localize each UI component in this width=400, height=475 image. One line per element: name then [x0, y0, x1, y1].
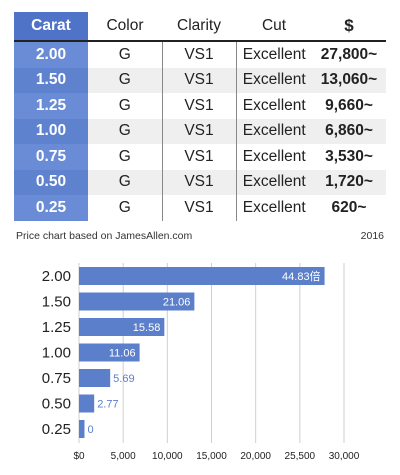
header-price: $: [312, 12, 386, 42]
year-note: 2016: [360, 230, 384, 242]
data-label: 15.58: [133, 322, 161, 334]
cell-clarity: VS1: [161, 41, 237, 68]
data-label: 44.83倍: [282, 269, 321, 283]
y-tick-label: 1.25: [42, 319, 71, 336]
bar: [79, 292, 195, 311]
data-label: 2.77: [97, 399, 118, 411]
chart-data-labels: 44.83倍 21.06 15.58 11.06 5.69 2.77 0: [87, 269, 320, 436]
cell-carat: 2.00: [14, 41, 88, 68]
data-label: 11.06: [109, 348, 136, 360]
cell-color: G: [88, 169, 162, 195]
y-tick-label: 0.25: [42, 421, 71, 438]
table-row: 0.50 G VS1 Excellent 1,720~: [14, 169, 386, 195]
y-tick-label: 1.50: [42, 294, 71, 311]
cell-color: G: [88, 67, 162, 93]
cell-carat: 0.25: [14, 195, 88, 221]
cell-cut: Excellent: [236, 67, 312, 93]
table-row: 2.00 G VS1 Excellent 27,800~: [14, 41, 386, 68]
table-row: 1.25 G VS1 Excellent 9,660~: [14, 93, 386, 119]
x-tick-label: 20,000: [240, 451, 271, 462]
x-tick-label: 30,000: [329, 451, 360, 462]
cell-price: 3,530~: [325, 147, 373, 165]
cell-color: G: [118, 147, 131, 165]
cell-price: 27,800~: [320, 45, 378, 63]
cell-price: 620~: [331, 198, 367, 216]
cell-carat: 0.50: [14, 169, 88, 195]
y-tick-label: 0.75: [42, 370, 71, 387]
table-header-row: Carat Color Clarity Cut $: [14, 12, 386, 42]
x-tick-label: 10,000: [152, 451, 183, 462]
y-tick-label: 0.50: [42, 396, 71, 413]
cell-color: G: [118, 45, 131, 63]
cell-cut: Excellent: [242, 96, 306, 114]
cell-cut: Excellent: [236, 118, 312, 144]
cell-cut: Excellent: [236, 169, 312, 195]
cell-price: 6,860~: [312, 118, 386, 144]
bar: [79, 394, 95, 413]
header-cut: Cut: [236, 12, 312, 42]
bar: [79, 318, 165, 336]
cell-color: G: [88, 118, 162, 144]
cell-clarity: VS1: [161, 144, 237, 170]
bar: [79, 267, 325, 285]
x-tick-label: $0: [73, 451, 85, 462]
x-tick-label: 15,000: [196, 451, 227, 462]
source-note: Price chart based on JamesAllen.com: [16, 230, 193, 242]
data-label: 21.06: [163, 297, 191, 309]
cell-price: 1,720~: [312, 169, 386, 195]
chart-bars: [79, 267, 325, 438]
table-row: 1.00 G VS1 Excellent 6,860~: [14, 118, 386, 144]
cell-clarity: VS1: [161, 169, 237, 195]
data-label: 0: [87, 424, 93, 436]
cell-clarity: VS1: [161, 118, 237, 144]
cell-color: G: [118, 198, 131, 216]
cell-price: 13,060~: [312, 67, 386, 93]
header-carat: Carat: [14, 12, 88, 42]
cell-cut: Excellent: [242, 198, 306, 216]
cell-carat: 1.25: [14, 93, 88, 119]
cell-carat: 1.00: [14, 118, 88, 144]
table-body: 2.00 G VS1 Excellent 27,800~ 1.50 G VS1 …: [14, 41, 386, 221]
chart-y-labels: 2.00 1.50 1.25 1.00 0.75 0.50 0.25: [42, 268, 71, 438]
y-tick-label: 1.00: [42, 345, 71, 362]
data-label: 5.69: [113, 373, 134, 385]
bar: [79, 369, 111, 387]
cell-carat: 1.50: [14, 67, 88, 93]
bar: [79, 420, 85, 438]
x-tick-label: 5,000: [111, 451, 136, 462]
table-row: 0.25 G VS1 Excellent 620~: [14, 195, 386, 221]
cell-carat: 0.75: [14, 144, 88, 170]
cell-clarity: VS1: [161, 67, 237, 93]
chart-x-labels: $0 5,000 10,000 15,000 20,000 25,500 30,000: [73, 451, 359, 462]
cell-cut: Excellent: [242, 147, 306, 165]
price-table: Carat Color Clarity Cut $ 2.00 G VS1 Exc…: [14, 12, 386, 221]
header-clarity: Clarity: [162, 12, 236, 42]
bar: [79, 343, 140, 362]
cell-cut: Excellent: [242, 45, 306, 63]
header-color: Color: [88, 12, 162, 42]
y-tick-label: 2.00: [42, 268, 71, 285]
cell-price: 9,660~: [325, 96, 373, 114]
x-tick-label: 25,500: [285, 451, 316, 462]
cell-clarity: VS1: [161, 195, 237, 221]
table-row: 1.50 G VS1 Excellent 13,060~: [14, 67, 386, 93]
table-row: 0.75 G VS1 Excellent 3,530~: [14, 144, 386, 170]
cell-clarity: VS1: [161, 93, 237, 119]
cell-color: G: [118, 96, 131, 114]
